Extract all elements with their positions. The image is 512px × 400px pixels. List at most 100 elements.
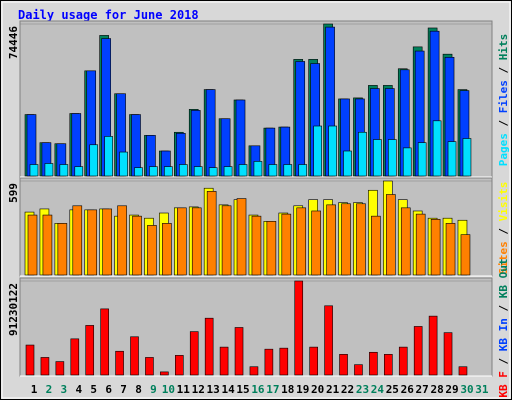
bar	[447, 141, 457, 177]
bar	[27, 214, 38, 276]
bar	[104, 136, 113, 177]
bar	[443, 332, 453, 376]
bar	[100, 308, 109, 376]
bar	[398, 346, 408, 376]
legend: Pages / Files / Hits	[497, 34, 510, 167]
y-max-label: 74446	[7, 26, 20, 59]
x-tick-label: 31	[475, 383, 489, 396]
legend-entry: Sites	[497, 241, 510, 274]
bar	[384, 354, 393, 376]
bar	[281, 213, 292, 276]
bar	[191, 207, 202, 276]
legend-entry: Hits	[497, 34, 510, 61]
y-max-label: 599	[7, 183, 20, 203]
bar	[279, 347, 289, 376]
x-tick-label: 7	[120, 383, 127, 396]
bar	[371, 215, 381, 276]
x-tick-label: 14	[221, 383, 235, 396]
bar	[236, 198, 247, 276]
x-tick-label: 12	[192, 383, 205, 396]
bar	[40, 357, 50, 376]
bar	[402, 147, 412, 177]
x-tick-label: 19	[296, 383, 309, 396]
x-tick-label: 17	[266, 383, 279, 396]
bar	[298, 164, 308, 177]
legend-entry: KB F	[497, 371, 510, 398]
bar	[87, 209, 98, 276]
bar	[189, 331, 199, 376]
bar	[295, 61, 306, 177]
y-max-label: 91230122	[7, 283, 20, 336]
bar	[72, 205, 83, 276]
bar	[179, 164, 188, 177]
bar	[85, 325, 95, 376]
bar	[294, 280, 304, 376]
bar	[102, 208, 112, 276]
bar	[264, 348, 274, 376]
x-tick-label: 18	[281, 383, 294, 396]
bar	[205, 89, 216, 177]
bar	[223, 166, 233, 177]
x-tick-label: 3	[61, 383, 68, 396]
bar	[283, 164, 293, 177]
legend-separator: /	[497, 113, 510, 133]
x-tick-label: 16	[251, 383, 265, 396]
bar	[458, 366, 468, 376]
bar	[369, 351, 378, 376]
legend-entry: Pages	[497, 133, 510, 166]
bar	[341, 203, 351, 276]
bar	[268, 164, 278, 177]
bar	[343, 150, 352, 177]
bar	[193, 166, 203, 177]
bar	[430, 218, 441, 276]
bar	[70, 338, 80, 376]
x-tick-label: 8	[135, 383, 142, 396]
bar	[25, 344, 35, 376]
bar	[177, 207, 187, 276]
x-tick-label: 29	[445, 383, 458, 396]
bar	[130, 336, 139, 376]
x-tick-label: 11	[177, 383, 191, 396]
bar	[266, 221, 277, 276]
legend-separator: /	[497, 351, 510, 371]
bar	[249, 366, 259, 376]
x-tick-label: 25	[386, 383, 399, 396]
bar	[204, 317, 214, 376]
x-tick-label: 4	[75, 383, 82, 396]
legend-entry: KB Out	[497, 258, 510, 298]
legend: Sites / Visits	[497, 182, 510, 275]
bar	[311, 210, 321, 276]
bar	[164, 166, 173, 177]
bar	[460, 234, 471, 276]
bar	[253, 161, 263, 177]
bar	[413, 326, 423, 376]
x-tick-label: 24	[371, 383, 385, 396]
bar	[324, 305, 333, 376]
bar	[234, 327, 244, 376]
bar	[134, 167, 143, 177]
x-tick-label: 1	[31, 383, 38, 396]
bar	[57, 223, 68, 276]
bar	[149, 166, 158, 177]
x-tick-label: 28	[430, 383, 443, 396]
bar	[117, 205, 127, 276]
bar	[190, 110, 201, 177]
bar	[55, 361, 65, 376]
legend-separator: /	[497, 221, 510, 241]
legend: KB F / KB In / KB Out	[497, 258, 510, 397]
bar	[326, 204, 336, 276]
bar	[221, 205, 232, 276]
x-tick-label: 2	[46, 383, 53, 396]
chart-title: Daily usage for June 2018	[18, 8, 199, 22]
bar	[309, 346, 318, 376]
bar	[59, 164, 69, 177]
x-tick-label: 15	[236, 383, 249, 396]
bar	[74, 166, 84, 177]
bar	[339, 354, 348, 376]
x-tick-label: 6	[105, 383, 112, 396]
bar	[432, 120, 442, 177]
bar	[131, 114, 141, 177]
legend-entry: Visits	[497, 182, 510, 222]
